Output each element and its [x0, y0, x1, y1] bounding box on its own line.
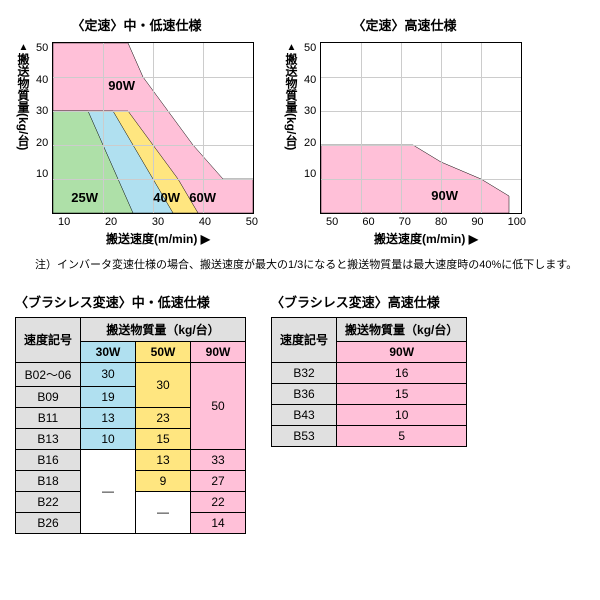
up-arrow-icon: ▲	[286, 42, 297, 53]
table-brushless-high: 〈ブラシレス変速〉高速仕様 速度記号搬送物質量（kg/台）90WB3216B36…	[271, 292, 467, 534]
table-brushless-lowmed: 〈ブラシレス変速〉中・低速仕様 速度記号搬送物質量（kg/台）30W50W90W…	[15, 292, 246, 534]
note-text: 注）インバータ変速仕様の場合、搬送速度が最大の1/3になると搬送物質量は最大速度…	[35, 257, 585, 274]
x-axis-ticks: 5060708090100	[326, 216, 526, 228]
x-axis-ticks: 1020304050	[58, 216, 258, 228]
chart-constant-high: 〈定速〉高速仕様 ▲搬送物質量(kg/台) 5040302010 90W 506…	[283, 15, 526, 247]
plot-area: 90W	[320, 42, 522, 214]
chart-title: 〈定速〉高速仕様	[283, 15, 526, 34]
x-axis-label: 搬送速度(m/min) ▶	[58, 230, 258, 247]
table-title: 〈ブラシレス変速〉中・低速仕様	[15, 292, 246, 311]
chart-constant-lowmed: 〈定速〉中・低速仕様 ▲搬送物質量(kg/台) 5040302010 25W40…	[15, 15, 258, 247]
y-axis-ticks: 5040302010	[304, 42, 320, 212]
data-table: 速度記号搬送物質量（kg/台）30W50W90WB02～06303050B091…	[15, 317, 246, 534]
table-title: 〈ブラシレス変速〉高速仕様	[271, 292, 467, 311]
y-axis-label: ▲搬送物質量(kg/台)	[283, 42, 300, 247]
y-axis-ticks: 5040302010	[36, 42, 52, 212]
y-axis-label: ▲搬送物質量(kg/台)	[15, 42, 32, 247]
up-arrow-icon: ▲	[18, 42, 29, 53]
plot-area: 25W40W60W90W	[52, 42, 254, 214]
x-axis-label: 搬送速度(m/min) ▶	[326, 230, 526, 247]
data-table: 速度記号搬送物質量（kg/台）90WB3216B3615B4310B535	[271, 317, 467, 447]
chart-title: 〈定速〉中・低速仕様	[15, 15, 258, 34]
